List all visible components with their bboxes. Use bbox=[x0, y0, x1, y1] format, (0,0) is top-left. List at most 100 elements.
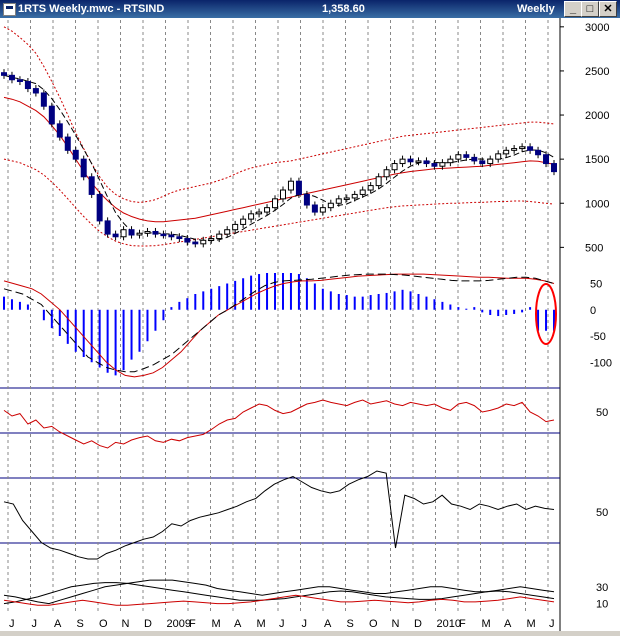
price-candle bbox=[343, 197, 350, 200]
price-candle bbox=[543, 154, 550, 165]
window-titlebar: 1RTS Weekly.mwc - RTSIND 1,358.60 Weekly… bbox=[0, 0, 620, 18]
chart-app-icon[interactable] bbox=[3, 3, 16, 16]
x-tick-label: A bbox=[54, 618, 62, 630]
price-candle bbox=[56, 123, 63, 138]
price-candle bbox=[311, 204, 318, 213]
osc-y-tick-label: 50 bbox=[590, 279, 602, 291]
price-candle bbox=[351, 193, 358, 199]
y-tick-label: 2000 bbox=[585, 110, 609, 122]
price-candle bbox=[391, 163, 398, 171]
price-candle bbox=[248, 213, 255, 220]
x-tick-label: F bbox=[189, 618, 196, 630]
price-candle bbox=[176, 236, 183, 240]
rsi-y-tick-label: 50 bbox=[596, 407, 608, 419]
x-tick-label: N bbox=[392, 618, 400, 630]
price-candle bbox=[144, 230, 151, 234]
price-candle bbox=[535, 149, 542, 156]
x-tick-label: M bbox=[257, 618, 266, 630]
dmi-plus-line bbox=[3, 579, 555, 605]
price-candle bbox=[423, 160, 430, 165]
price-candle bbox=[479, 160, 486, 165]
x-tick-label: O bbox=[99, 618, 108, 630]
price-candle bbox=[519, 146, 526, 150]
x-tick-label: S bbox=[77, 618, 84, 630]
price-candle bbox=[136, 232, 143, 236]
osc-y-tick-label: 0 bbox=[590, 305, 596, 317]
x-tick-label: A bbox=[324, 618, 332, 630]
last-value-readout: 1,358.60 bbox=[322, 3, 365, 15]
price-candle bbox=[287, 180, 294, 191]
highlight-ellipse bbox=[535, 283, 557, 345]
price-candle bbox=[120, 229, 127, 238]
price-candle bbox=[272, 198, 279, 209]
price-candle bbox=[415, 160, 422, 163]
x-tick-label: D bbox=[144, 618, 152, 630]
x-tick-label: M bbox=[212, 618, 221, 630]
adx-line bbox=[3, 594, 555, 606]
dmi-y-tick-label: 10 bbox=[596, 599, 608, 611]
y-tick-label: 500 bbox=[585, 242, 603, 254]
price-candle bbox=[96, 193, 103, 222]
price-candle bbox=[463, 154, 470, 158]
price-candle bbox=[431, 163, 438, 167]
price-candle bbox=[64, 136, 71, 151]
price-candle bbox=[447, 158, 454, 164]
osc-dashed-line bbox=[3, 273, 555, 373]
restore-button[interactable]: □ bbox=[581, 1, 599, 17]
price-candle bbox=[495, 153, 502, 160]
x-tick-label: S bbox=[347, 618, 354, 630]
price-candle bbox=[256, 211, 263, 215]
y-tick-label: 3000 bbox=[585, 22, 609, 34]
x-tick-label: 2009 bbox=[167, 618, 191, 630]
x-tick-label: J bbox=[549, 618, 555, 630]
price-candle bbox=[335, 198, 342, 204]
minimize-button[interactable]: _ bbox=[564, 1, 582, 17]
lower-envelope-line bbox=[3, 158, 555, 247]
price-candle bbox=[48, 105, 55, 125]
price-candle bbox=[551, 163, 557, 173]
x-tick-label: J bbox=[9, 618, 15, 630]
price-candle bbox=[208, 238, 215, 241]
y-tick-label: 1500 bbox=[585, 154, 609, 166]
x-tick-label: A bbox=[234, 618, 242, 630]
price-candle bbox=[367, 185, 374, 191]
x-tick-label: O bbox=[369, 618, 378, 630]
price-candle bbox=[152, 230, 159, 235]
x-tick-label: M bbox=[482, 618, 491, 630]
price-candle bbox=[88, 176, 95, 195]
x-tick-label: J bbox=[302, 618, 308, 630]
price-candle bbox=[471, 156, 478, 162]
stochastic-line bbox=[3, 470, 555, 560]
y-tick-label: 2500 bbox=[585, 66, 609, 78]
price-candle bbox=[1, 72, 7, 76]
price-candle bbox=[503, 149, 510, 155]
price-candle bbox=[439, 162, 446, 167]
chart-area[interactable]: J J A S O N D 2009 F M A M J J A S O N D 2010 F M A M J 3000 2500 2… bbox=[0, 18, 620, 631]
price-candle bbox=[216, 233, 223, 240]
price-candle bbox=[383, 169, 390, 178]
dmi-y-tick-label: 30 bbox=[596, 582, 608, 594]
price-candle bbox=[264, 207, 271, 213]
close-button[interactable]: ✕ bbox=[599, 1, 617, 17]
moving-average-line bbox=[3, 96, 555, 223]
price-candle bbox=[303, 193, 310, 206]
price-candle bbox=[487, 158, 494, 165]
price-candle bbox=[16, 79, 23, 83]
price-candle bbox=[375, 176, 382, 187]
price-candle bbox=[8, 74, 15, 81]
price-candle bbox=[295, 180, 302, 195]
window-title: 1RTS Weekly.mwc - RTSIND bbox=[18, 3, 165, 15]
x-tick-label: M bbox=[527, 618, 536, 630]
price-candle bbox=[279, 189, 286, 200]
upper-envelope-line bbox=[3, 26, 555, 203]
lagging-trend-line bbox=[3, 74, 555, 242]
y-tick-label: 1000 bbox=[585, 198, 609, 210]
price-candle bbox=[511, 148, 518, 151]
price-candle bbox=[359, 189, 366, 195]
x-tick-label: D bbox=[414, 618, 422, 630]
x-tick-label: J bbox=[279, 618, 285, 630]
rsi-line bbox=[3, 399, 555, 449]
price-candle bbox=[192, 241, 199, 245]
price-candle bbox=[72, 149, 79, 160]
